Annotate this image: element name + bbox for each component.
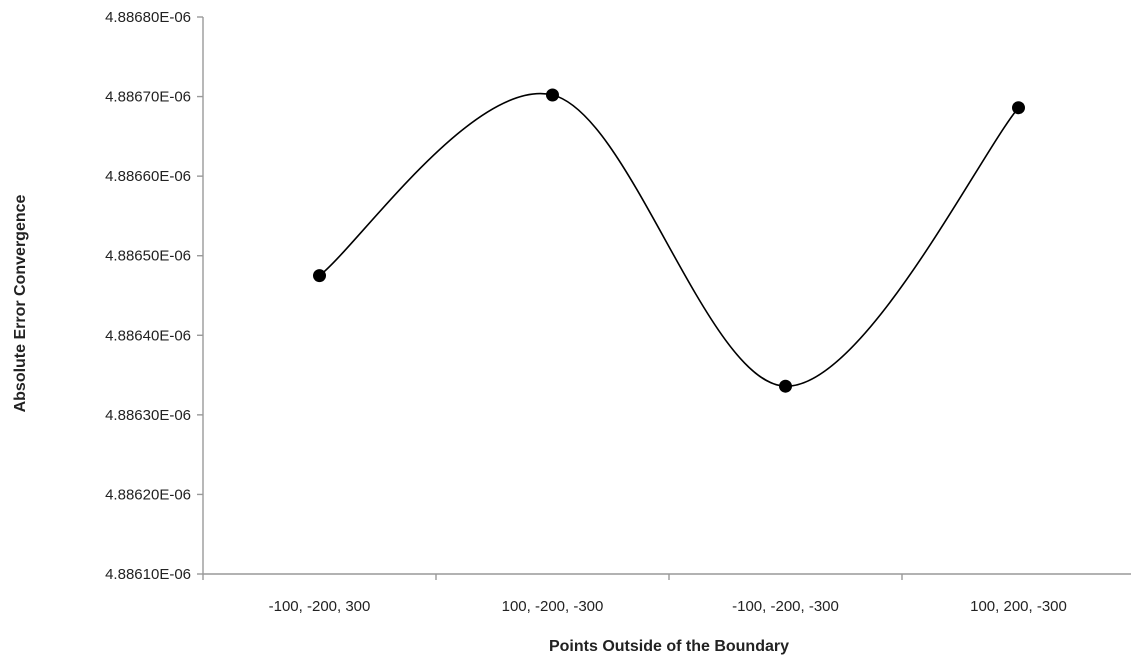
- x-tick-label: 100, 200, -300: [970, 598, 1067, 615]
- data-point: [546, 88, 559, 102]
- y-tick-label: 4.88670E-06: [105, 89, 191, 106]
- y-axis-title: Absolute Error Convergence: [12, 194, 29, 412]
- y-axis: 4.88610E-06 4.88620E-06 4.88630E-06 4.88640…: [105, 9, 204, 583]
- y-tick-label: 4.88680E-06: [105, 9, 191, 26]
- y-tick-label: 4.88630E-06: [105, 407, 191, 424]
- series-line: [319, 92, 1020, 388]
- x-tick-label: 100, -200, -300: [502, 598, 604, 615]
- data-point: [779, 379, 792, 393]
- x-tick-label: -100, -200, -300: [732, 598, 839, 615]
- y-tick-label: 4.88650E-06: [105, 248, 191, 265]
- series: [313, 88, 1025, 393]
- data-point: [313, 269, 326, 283]
- y-tick-label: 4.88610E-06: [105, 566, 191, 583]
- x-axis: -100, -200, 300 100, -200, -300 -100, -200…: [202, 573, 1131, 615]
- y-tick-label: 4.88640E-06: [105, 327, 191, 344]
- y-tick-label: 4.88620E-06: [105, 486, 191, 503]
- x-tick-label: -100, -200, 300: [269, 598, 371, 615]
- y-tick-label: 4.88660E-06: [105, 168, 191, 185]
- data-point: [1012, 101, 1025, 115]
- x-axis-title: Points Outside of the Boundary: [549, 638, 789, 655]
